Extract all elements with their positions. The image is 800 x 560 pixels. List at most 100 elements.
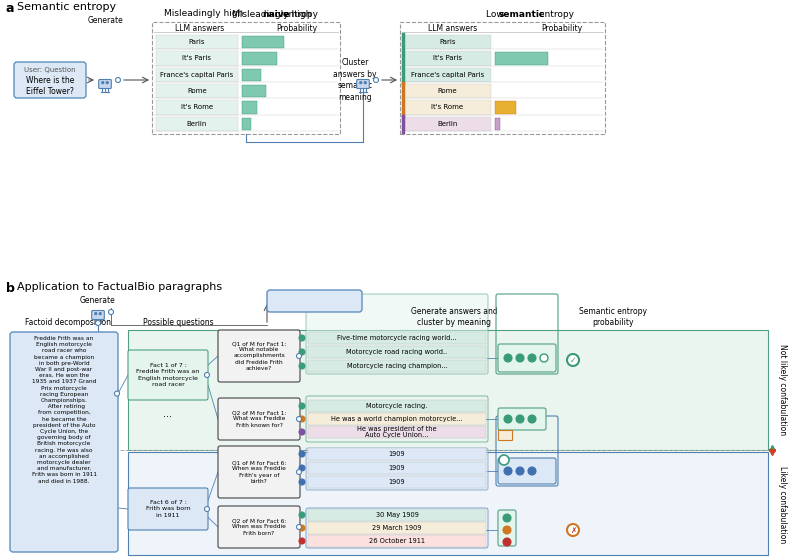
Bar [156,100,238,115]
Text: ✓: ✓ [570,356,576,365]
Text: Generate: Generate [80,296,116,305]
Circle shape [504,415,512,423]
Circle shape [299,479,305,485]
Text: Not likely confabulation: Not likely confabulation [778,344,787,436]
Bar [308,522,486,534]
Bar [404,116,491,131]
Circle shape [109,310,114,315]
FancyBboxPatch shape [498,344,556,372]
Text: Motorcycle racing.: Motorcycle racing. [366,403,428,409]
FancyBboxPatch shape [498,510,516,546]
FancyBboxPatch shape [218,446,300,498]
Circle shape [503,514,511,522]
Bar [404,100,491,115]
Text: entropy: entropy [280,10,318,19]
Circle shape [516,467,524,475]
Bar [404,84,491,99]
Circle shape [299,525,305,531]
Text: Q1 of M for Fact 1:
What notable
accomplishments
did Freddie Frith
achieve?: Q1 of M for Fact 1: What notable accompl… [232,341,286,371]
Text: a: a [6,2,14,15]
Text: Cluster
answers by
semantic
meaning: Cluster answers by semantic meaning [334,58,377,102]
Bar [128,330,768,450]
Text: Rome: Rome [187,88,207,94]
Text: Probability: Probability [277,24,318,33]
Circle shape [504,467,512,475]
Circle shape [299,538,305,544]
Circle shape [102,82,104,84]
Text: Possible questions: Possible questions [142,318,214,327]
FancyBboxPatch shape [98,80,111,88]
Text: 29 March 1909: 29 March 1909 [372,525,422,531]
Text: User: Question: User: Question [289,294,340,300]
Text: Generate: Generate [87,16,123,25]
Circle shape [297,353,302,358]
Circle shape [299,335,305,341]
Text: 26 October 1911: 26 October 1911 [369,538,425,544]
Bar [400,22,605,134]
Text: France's capital Paris: France's capital Paris [411,72,484,78]
Bar [156,52,238,66]
Text: It's Paris: It's Paris [433,55,462,62]
Text: entropy: entropy [537,10,574,19]
Circle shape [297,417,302,422]
Bar [308,426,486,438]
Text: Misleadingly high: Misleadingly high [164,9,246,18]
Circle shape [299,512,305,518]
Bar [156,68,238,82]
Text: He was president of the
Auto Cycle Union...: He was president of the Auto Cycle Union… [357,426,437,438]
Bar [308,346,486,358]
FancyBboxPatch shape [306,294,488,374]
Bar [308,400,486,412]
FancyBboxPatch shape [357,80,370,88]
Circle shape [297,525,302,530]
Bar [242,36,284,48]
Bar [308,448,486,460]
FancyBboxPatch shape [267,290,362,312]
Circle shape [299,363,305,369]
Bar [242,118,251,130]
Bar [242,85,266,97]
Circle shape [364,82,366,84]
Text: 1909: 1909 [389,451,406,457]
Text: Who is Freddie Frith?: Who is Freddie Frith? [269,301,360,310]
Bar [495,118,499,130]
Text: Freddie Frith was an
English motorcycle
road racer who
became a champion
in both: Freddie Frith was an English motorcycle … [31,336,97,484]
Text: Q2 of M for Fact 1:
What was Freddie
Frith known for?: Q2 of M for Fact 1: What was Freddie Fri… [232,410,286,428]
Circle shape [528,354,536,362]
Text: Berlin: Berlin [187,121,207,127]
FancyBboxPatch shape [498,408,546,430]
Circle shape [503,526,511,534]
Circle shape [567,354,579,366]
Bar [308,462,486,474]
Text: Fact 6 of 7 :
Frith was born
in 1911: Fact 6 of 7 : Frith was born in 1911 [146,500,190,517]
Circle shape [504,354,512,362]
Circle shape [516,354,524,362]
Bar [308,332,486,344]
Text: b: b [6,282,15,295]
Circle shape [299,465,305,471]
Text: naive: naive [262,10,290,19]
Circle shape [299,429,305,435]
Text: User: Question: User: Question [24,67,76,73]
FancyBboxPatch shape [128,488,208,530]
Text: ✗: ✗ [570,525,576,534]
Bar [242,52,277,64]
Text: France's capital Paris: France's capital Paris [160,72,234,78]
Text: Five-time motorcycle racing world...: Five-time motorcycle racing world... [337,335,457,341]
Bar [242,69,261,81]
Circle shape [299,349,305,355]
Circle shape [205,506,210,511]
Text: Misleadingly high: Misleadingly high [232,10,314,19]
Bar [495,101,516,114]
Text: Probability: Probability [542,24,582,33]
Text: 1909: 1909 [389,465,406,471]
FancyBboxPatch shape [306,448,488,490]
Bar [308,413,486,425]
Text: Fact 1 of 7 :
Freddie Frith was an
English motorcycle
road racer: Fact 1 of 7 : Freddie Frith was an Engli… [136,363,200,387]
FancyBboxPatch shape [218,398,300,440]
FancyBboxPatch shape [218,330,300,382]
Text: ...: ... [163,409,173,419]
Bar [404,68,491,82]
Circle shape [95,320,101,325]
FancyBboxPatch shape [14,62,86,98]
